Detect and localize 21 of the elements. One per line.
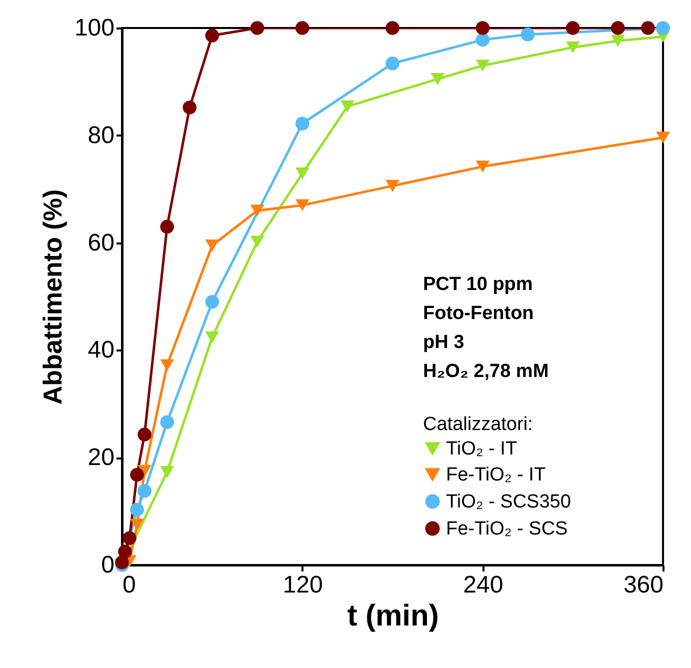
y-tick-label: 80 <box>88 122 114 149</box>
y-tick-label: 100 <box>74 14 114 42</box>
legend-title: Catalizzatori: <box>423 414 533 435</box>
legend-label: TiO₂ - IT <box>446 438 518 460</box>
x-tick-label: 0 <box>122 572 136 598</box>
legend-label: Fe-TiO₂ - SCS <box>446 518 568 540</box>
y-axis-title: Abbattimento (%) <box>37 189 68 405</box>
y-tick-label: 0 <box>101 552 114 578</box>
legend-label: Fe-TiO₂ - IT <box>446 464 546 486</box>
y-tick-label: 20 <box>88 444 114 472</box>
y-tick-label: 60 <box>88 229 114 256</box>
x-tick-label: 120 <box>282 572 323 598</box>
x-axis-title: t (min) <box>347 600 439 632</box>
annotation: PCT 10 ppm <box>423 274 533 295</box>
annotation: pH 3 <box>423 332 464 353</box>
y-tick-label: 40 <box>88 336 114 364</box>
x-tick-label: 240 <box>463 572 504 598</box>
annotation: H₂O₂ 2,78 mM <box>423 361 549 382</box>
x-tick-label: 360 <box>623 572 664 598</box>
legend-label: TiO₂ - SCS350 <box>446 492 571 512</box>
annotation: Foto-Fenton <box>423 303 534 324</box>
